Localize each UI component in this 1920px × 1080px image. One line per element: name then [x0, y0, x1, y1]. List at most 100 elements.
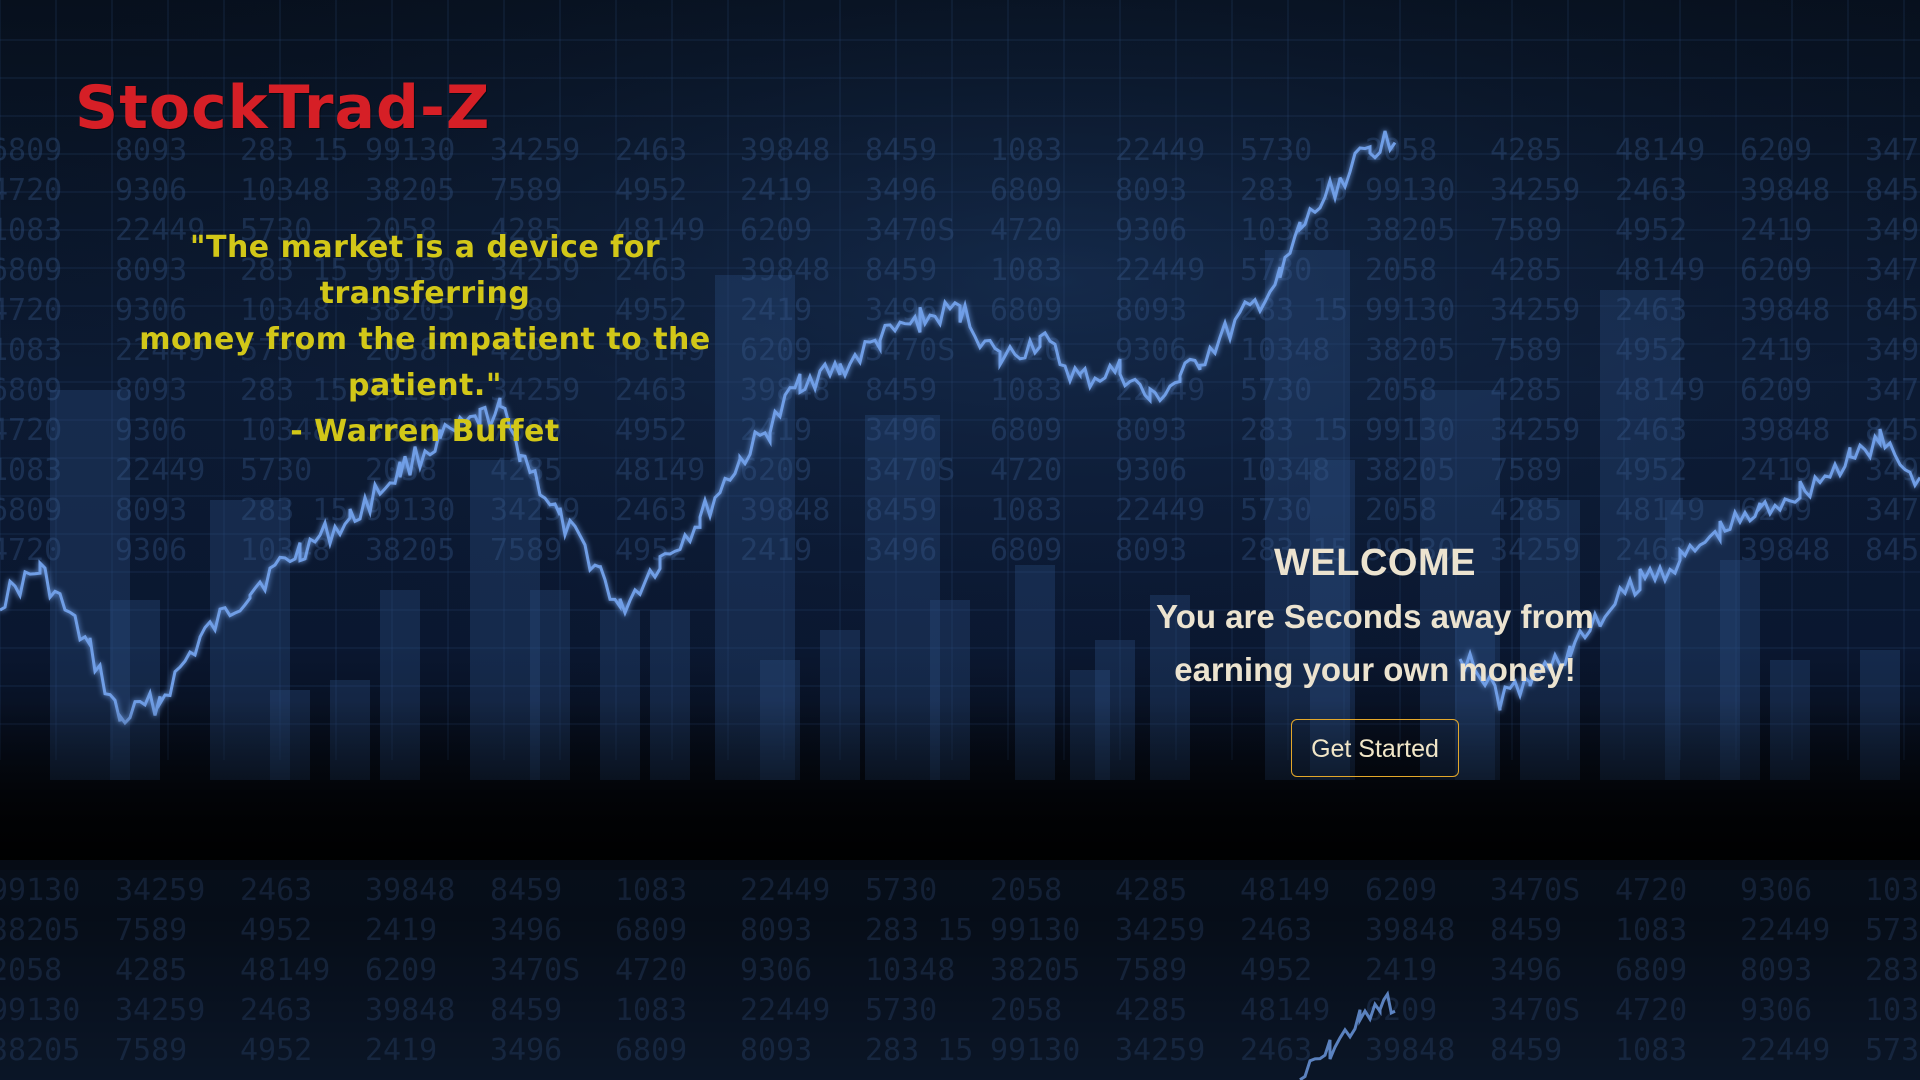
- ticker-number: 10348: [1240, 453, 1330, 488]
- ticker-number: 3470S: [865, 453, 955, 488]
- ticker-number: 22449: [1115, 493, 1205, 528]
- ticker-number: 38205: [365, 293, 455, 328]
- ticker-number: 2419: [1365, 953, 1437, 988]
- ticker-number: 39848: [1740, 413, 1830, 448]
- ticker-number: 2058: [365, 333, 437, 368]
- ticker-number: 9306: [1115, 453, 1187, 488]
- ticker-number: 48149: [1615, 493, 1705, 528]
- ticker-number: 48149: [1240, 993, 1330, 1028]
- ticker-number: 22449: [740, 993, 830, 1028]
- ticker-number: 39848: [740, 493, 830, 528]
- ticker-number: 7589: [1490, 453, 1562, 488]
- ticker-number: 9306: [1115, 213, 1187, 248]
- get-started-button[interactable]: Get Started: [1291, 719, 1459, 777]
- ticker-number: 9306: [1115, 333, 1187, 368]
- ticker-number: 2419: [740, 173, 812, 208]
- volume-bar: [1265, 250, 1350, 780]
- ticker-number: 283 15: [240, 253, 348, 288]
- ticker-number: 3496: [1865, 213, 1920, 248]
- ticker-number: 10348: [865, 953, 955, 988]
- ticker-number: 99130: [365, 493, 455, 528]
- ticker-number: 8093: [1115, 173, 1187, 208]
- ticker-number: 99130: [1365, 533, 1455, 568]
- ticker-number: 3496: [1865, 333, 1920, 368]
- ticker-number: 2463: [615, 253, 687, 288]
- ticker-number: 99130: [1365, 293, 1455, 328]
- ticker-number: 2058: [1365, 133, 1437, 168]
- ticker-number: 3470S: [865, 333, 955, 368]
- ticker-number: 3496: [1865, 453, 1920, 488]
- ticker-number: 7589: [490, 293, 562, 328]
- ticker-number: 99130: [0, 993, 80, 1028]
- ticker-number: 2419: [740, 293, 812, 328]
- ticker-number: 3496: [1490, 953, 1562, 988]
- ticker-number: 2463: [1615, 413, 1687, 448]
- ticker-number: 34259: [1490, 173, 1580, 208]
- ticker-number: 6209: [1740, 133, 1812, 168]
- ticker-number: 38205: [365, 173, 455, 208]
- ticker-number: 8093: [1115, 293, 1187, 328]
- volume-bar: [715, 275, 795, 780]
- ticker-number: 2463: [615, 373, 687, 408]
- ticker-number: 2419: [1740, 333, 1812, 368]
- ticker-number: 2463: [615, 133, 687, 168]
- ticker-number: 283 15: [240, 133, 348, 168]
- ticker-number: 39848: [1740, 173, 1830, 208]
- ticker-number: 2463: [1615, 533, 1687, 568]
- ticker-number: 4285: [1115, 873, 1187, 908]
- ticker-number: 48149: [615, 333, 705, 368]
- ticker-number: 5730: [240, 213, 312, 248]
- ticker-number: 2463: [1615, 173, 1687, 208]
- ticker-number: 8459: [865, 133, 937, 168]
- ticker-number: 6209: [365, 953, 437, 988]
- ticker-number: 38205: [365, 533, 455, 568]
- ticker-number: 3496: [490, 913, 562, 948]
- ticker-number: 6209: [740, 213, 812, 248]
- ticker-number: 2463: [1615, 293, 1687, 328]
- ticker-number: 4720: [1615, 993, 1687, 1028]
- ticker-number: 8459: [1490, 1033, 1562, 1068]
- ticker-number: 10348: [240, 413, 330, 448]
- ticker-number: 9306: [115, 293, 187, 328]
- ticker-number: 8459: [490, 993, 562, 1028]
- ticker-number: 2058: [0, 953, 62, 988]
- brand-logo[interactable]: StockTrad-Z: [75, 73, 491, 143]
- ticker-number: 22449: [1740, 913, 1830, 948]
- hero-subtitle: You are Seconds away from earning your o…: [1110, 590, 1640, 696]
- ticker-number: 99130: [365, 253, 455, 288]
- ticker-number: 34259: [1115, 913, 1205, 948]
- ticker-number: 7589: [1490, 213, 1562, 248]
- ticker-number: 22449: [115, 333, 205, 368]
- ticker-number: 7589: [490, 173, 562, 208]
- ticker-number: 7589: [115, 913, 187, 948]
- ticker-number: 9306: [115, 413, 187, 448]
- ticker-number: 5730: [240, 453, 312, 488]
- ticker-number: 9306: [740, 953, 812, 988]
- ticker-number: 283 15: [865, 913, 973, 948]
- price-line-reflection: [1299, 990, 1396, 1080]
- ticker-number: 48149: [240, 953, 330, 988]
- ticker-number: 1083: [1615, 913, 1687, 948]
- ticker-number: 4952: [1615, 453, 1687, 488]
- ticker-numbers: 6809 8093 283 15 99130 34259 2463 39848 8459 108…: [0, 133, 1920, 568]
- ticker-number: 8459: [865, 373, 937, 408]
- grid-lines: [0, 0, 1920, 760]
- ticker-number: 283 15: [1240, 413, 1348, 448]
- hero-title: WELCOME: [1274, 542, 1476, 584]
- ticker-number: 4285: [490, 213, 562, 248]
- ticker-number: 1083: [990, 493, 1062, 528]
- ticker-number: 4720: [0, 413, 62, 448]
- ticker-number: 34259: [1115, 1033, 1205, 1068]
- ticker-number: 8459: [865, 493, 937, 528]
- ticker-number: 4952: [1615, 213, 1687, 248]
- ticker-number: 4720: [990, 453, 1062, 488]
- ticker-number: 3496: [865, 533, 937, 568]
- ticker-number: 4285: [1115, 993, 1187, 1028]
- ticker-number: 1083: [990, 253, 1062, 288]
- ticker-number: 6809: [615, 913, 687, 948]
- ticker-number: 39848: [740, 133, 830, 168]
- ticker-number: 34259: [115, 993, 205, 1028]
- ticker-number: 22449: [1740, 1033, 1830, 1068]
- ticker-number: 4720: [1615, 873, 1687, 908]
